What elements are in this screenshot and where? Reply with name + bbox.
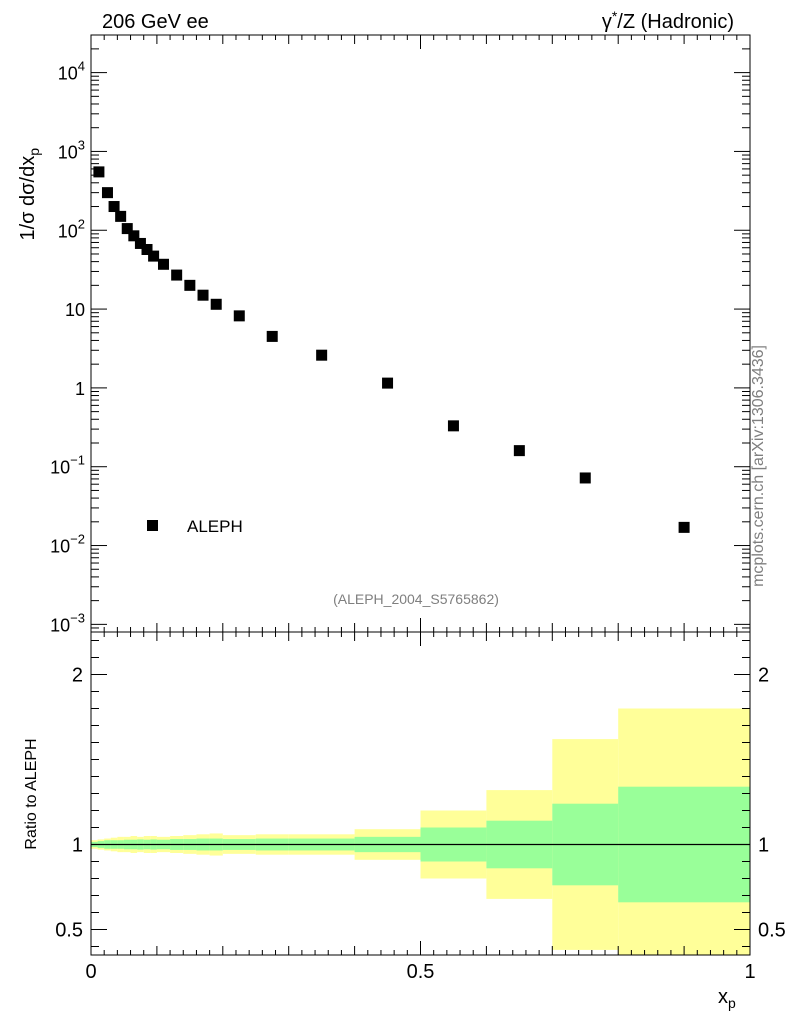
ratio-y-tick-label-right: 0.5 bbox=[758, 920, 786, 942]
y-tick-label: 10 bbox=[65, 300, 85, 320]
legend-marker-square bbox=[147, 520, 158, 531]
y-tick-label: 10−2 bbox=[50, 532, 85, 557]
x-axis-label-main: x bbox=[718, 986, 728, 1008]
data-point-aleph bbox=[134, 237, 146, 249]
y-tick-label-base: 10 bbox=[50, 537, 70, 557]
ratio-y-tick-label-right: 2 bbox=[758, 665, 769, 687]
data-point-aleph bbox=[128, 230, 140, 242]
data-point-aleph bbox=[184, 279, 196, 291]
ratio-plot-panel: 0.5 0.51 12 20 0.5 1 Ratio to ALEPH xp bbox=[23, 631, 786, 1011]
mcplots-watermark: mcplots.cern.ch [arXiv:1306.3436] bbox=[750, 345, 767, 587]
y-tick-label-exponent: −3 bbox=[70, 610, 85, 625]
data-point-aleph bbox=[171, 269, 183, 281]
y-tick-label-base: 10 bbox=[50, 458, 70, 478]
y-tick-label: 10−1 bbox=[50, 453, 85, 478]
data-point-aleph bbox=[382, 377, 394, 389]
y-tick-label-exponent: −2 bbox=[70, 532, 85, 547]
data-point-aleph bbox=[210, 298, 222, 310]
ratio-y-tick-label-right: 1 bbox=[758, 835, 769, 857]
y-tick-label: 104 bbox=[58, 59, 85, 84]
data-point-aleph bbox=[513, 445, 525, 457]
y-tick-label: 10−3 bbox=[50, 610, 85, 635]
y-tick-label: 102 bbox=[58, 216, 85, 241]
process-label: γ*/Z (Hadronic) bbox=[602, 8, 734, 33]
y-tick-label-exponent: 3 bbox=[78, 137, 85, 152]
data-point-aleph bbox=[141, 243, 153, 255]
legend: ALEPH bbox=[147, 517, 243, 536]
data-point-aleph bbox=[197, 289, 209, 301]
data-point-aleph bbox=[678, 521, 690, 533]
data-point-aleph bbox=[316, 349, 328, 361]
data-point-aleph bbox=[115, 210, 127, 222]
y-tick-label-exponent: −1 bbox=[70, 453, 85, 468]
process-label-rest: /Z (Hadronic) bbox=[617, 11, 734, 33]
main-y-axis-label-main: 1/σ dσ/dx bbox=[17, 156, 39, 241]
data-point-aleph bbox=[93, 166, 105, 178]
y-tick-label-base: 10 bbox=[58, 142, 78, 162]
data-point-aleph bbox=[108, 201, 120, 213]
ratio-y-axis-label: Ratio to ALEPH bbox=[23, 738, 40, 849]
x-axis-label-sub: p bbox=[728, 995, 736, 1011]
legend-label-aleph: ALEPH bbox=[187, 517, 243, 536]
data-point-aleph bbox=[579, 472, 591, 484]
x-tick-label: 1 bbox=[744, 961, 755, 983]
x-tick-label: 0 bbox=[85, 961, 96, 983]
ratio-y-tick-label-left: 2 bbox=[72, 665, 83, 687]
ratio-y-tick-label-left: 1 bbox=[72, 835, 83, 857]
analysis-id-label: (ALEPH_2004_S5765862) bbox=[333, 591, 499, 607]
data-point-aleph bbox=[121, 223, 133, 235]
data-point-aleph bbox=[101, 187, 113, 199]
data-point-aleph bbox=[148, 250, 160, 262]
energy-label: 206 GeV ee bbox=[102, 11, 209, 33]
y-tick-label-exponent: 2 bbox=[78, 216, 85, 231]
data-point-aleph bbox=[157, 258, 169, 270]
ratio-plot-frame bbox=[90, 631, 751, 956]
data-point-aleph bbox=[233, 310, 245, 322]
y-tick-label-base: 10 bbox=[58, 64, 78, 84]
main-y-axis-label-sub: p bbox=[26, 148, 42, 156]
main-y-axis-label: 1/σ dσ/dxp bbox=[17, 148, 42, 241]
main-plot-frame bbox=[90, 34, 751, 633]
process-label-superscript: * bbox=[612, 8, 618, 24]
y-tick-label-exponent: 4 bbox=[78, 59, 85, 74]
aleph-data-points bbox=[93, 166, 690, 533]
process-label-base: γ bbox=[602, 11, 612, 33]
x-tick-label: 0.5 bbox=[407, 961, 435, 983]
y-tick-label-base: 10 bbox=[58, 221, 78, 241]
y-tick-label: 103 bbox=[58, 137, 85, 162]
y-tick-label: 1 bbox=[75, 379, 85, 399]
data-point-aleph bbox=[447, 420, 459, 432]
ratio-ticks: 0.5 0.51 12 20 0.5 1 bbox=[55, 632, 786, 983]
y-tick-label-base: 10 bbox=[50, 615, 70, 635]
x-axis-label: xp bbox=[718, 986, 736, 1011]
data-point-aleph bbox=[266, 330, 278, 342]
ratio-y-tick-label-left: 0.5 bbox=[55, 920, 83, 942]
